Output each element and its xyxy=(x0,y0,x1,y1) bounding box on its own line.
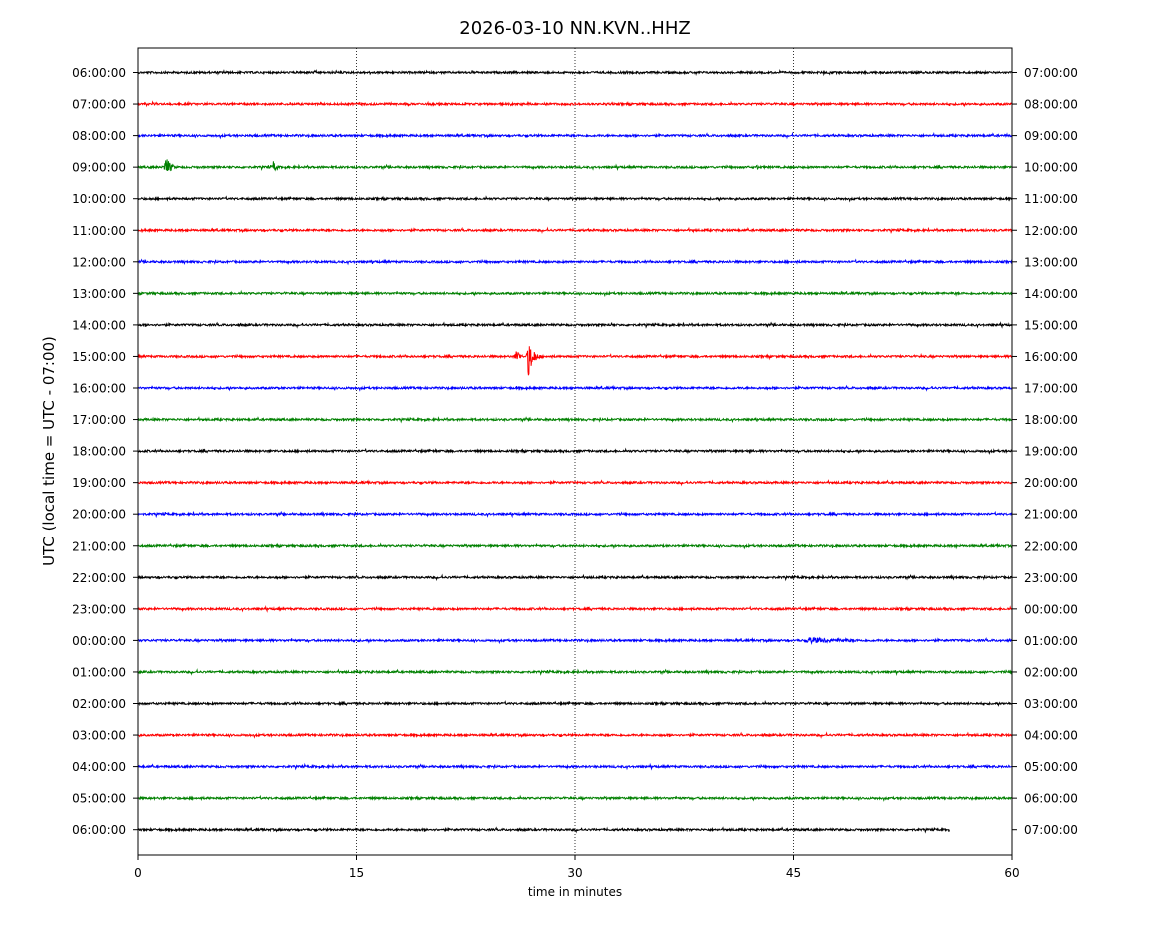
right-time-label: 21:00:00 xyxy=(1024,508,1078,522)
trace-row xyxy=(137,542,1013,550)
right-time-label: 16:00:00 xyxy=(1024,350,1078,364)
right-time-label: 12:00:00 xyxy=(1024,224,1078,238)
trace-row xyxy=(137,636,1013,645)
left-time-label: 14:00:00 xyxy=(72,318,126,332)
trace-row xyxy=(137,69,1013,77)
trace-row xyxy=(137,605,1013,613)
left-time-label: 11:00:00 xyxy=(72,224,126,238)
trace-row xyxy=(137,479,1013,487)
chart-title: 2026-03-10 NN.KVN..HHZ xyxy=(459,18,690,39)
left-time-label: 06:00:00 xyxy=(72,823,126,837)
x-tick-label-30: 30 xyxy=(567,866,582,880)
left-time-label: 15:00:00 xyxy=(72,350,126,364)
trace-row xyxy=(138,416,1013,424)
left-time-label: 09:00:00 xyxy=(72,161,126,175)
left-time-label: 20:00:00 xyxy=(72,508,126,522)
trace-row xyxy=(137,195,1013,203)
right-time-label: 03:00:00 xyxy=(1024,697,1078,711)
left-time-label: 03:00:00 xyxy=(72,729,126,743)
left-time-label: 02:00:00 xyxy=(72,697,126,711)
right-time-label: 09:00:00 xyxy=(1024,129,1078,143)
trace-row xyxy=(137,731,1013,739)
trace-row xyxy=(137,131,1013,140)
right-time-label: 14:00:00 xyxy=(1024,287,1078,301)
right-time-label: 00:00:00 xyxy=(1024,602,1078,616)
right-time-label: 08:00:00 xyxy=(1024,98,1078,112)
x-tick-label-15: 15 xyxy=(349,866,364,880)
left-time-label: 08:00:00 xyxy=(72,129,126,143)
x-axis-label: time in minutes xyxy=(528,885,622,899)
trace-row xyxy=(137,289,1013,298)
trace-row xyxy=(137,100,1013,108)
trace-row xyxy=(137,321,1013,329)
y-axis-label: UTC (local time = UTC - 07:00) xyxy=(40,336,58,566)
left-time-label: 21:00:00 xyxy=(72,539,126,553)
left-time-label: 16:00:00 xyxy=(72,382,126,396)
trace-row xyxy=(137,226,1013,235)
ticks-layer: 0 15 30 45 60 06:00:00 07:00:00 07:00:00 08:00:0… xyxy=(72,66,1078,880)
trace-row xyxy=(137,258,1013,266)
right-time-label: 05:00:00 xyxy=(1024,760,1078,774)
right-time-label: 19:00:00 xyxy=(1024,445,1078,459)
x-tick-label-0: 0 xyxy=(134,866,142,880)
right-time-label: 13:00:00 xyxy=(1024,255,1078,269)
right-time-label: 04:00:00 xyxy=(1024,729,1078,743)
plot-frame xyxy=(137,47,1013,856)
left-time-label: 07:00:00 xyxy=(72,98,126,112)
right-time-label: 15:00:00 xyxy=(1024,318,1078,332)
trace-row xyxy=(137,794,1013,802)
left-time-label: 10:00:00 xyxy=(72,192,126,206)
trace-row xyxy=(137,384,1013,392)
grid-layer xyxy=(356,48,794,855)
right-time-label: 23:00:00 xyxy=(1024,571,1078,585)
right-time-label: 17:00:00 xyxy=(1024,382,1078,396)
left-time-label: 23:00:00 xyxy=(72,602,126,616)
trace-row xyxy=(137,447,1013,455)
right-time-label: 22:00:00 xyxy=(1024,539,1078,553)
left-time-label: 18:00:00 xyxy=(72,445,126,459)
left-time-label: 17:00:00 xyxy=(72,413,126,427)
left-time-label: 05:00:00 xyxy=(72,792,126,806)
right-time-label: 02:00:00 xyxy=(1024,665,1078,679)
right-time-label: 20:00:00 xyxy=(1024,476,1078,490)
left-time-label: 06:00:00 xyxy=(72,66,126,80)
traces-layer xyxy=(137,69,1013,834)
x-tick-label-60: 60 xyxy=(1004,866,1019,880)
right-time-label: 01:00:00 xyxy=(1024,634,1078,648)
right-time-label: 18:00:00 xyxy=(1024,413,1078,427)
right-time-label: 06:00:00 xyxy=(1024,792,1078,806)
right-time-label: 07:00:00 xyxy=(1024,66,1078,80)
trace-row xyxy=(137,159,1013,172)
left-time-label: 22:00:00 xyxy=(72,571,126,585)
left-time-label: 13:00:00 xyxy=(72,287,126,301)
trace-row xyxy=(137,700,1013,707)
x-tick-label-45: 45 xyxy=(786,866,801,880)
left-time-label: 00:00:00 xyxy=(72,634,126,648)
left-time-label: 19:00:00 xyxy=(72,476,126,490)
left-time-label: 12:00:00 xyxy=(72,255,126,269)
right-time-label: 07:00:00 xyxy=(1024,823,1078,837)
left-time-label: 01:00:00 xyxy=(72,665,126,679)
right-time-label: 10:00:00 xyxy=(1024,161,1078,175)
trace-row xyxy=(137,573,1013,582)
trace-row xyxy=(137,668,1013,676)
right-time-label: 11:00:00 xyxy=(1024,192,1078,206)
trace-row xyxy=(137,346,1013,376)
trace-row xyxy=(137,826,950,834)
trace-row xyxy=(137,762,1013,771)
left-time-label: 04:00:00 xyxy=(72,760,126,774)
trace-row xyxy=(137,510,1013,519)
